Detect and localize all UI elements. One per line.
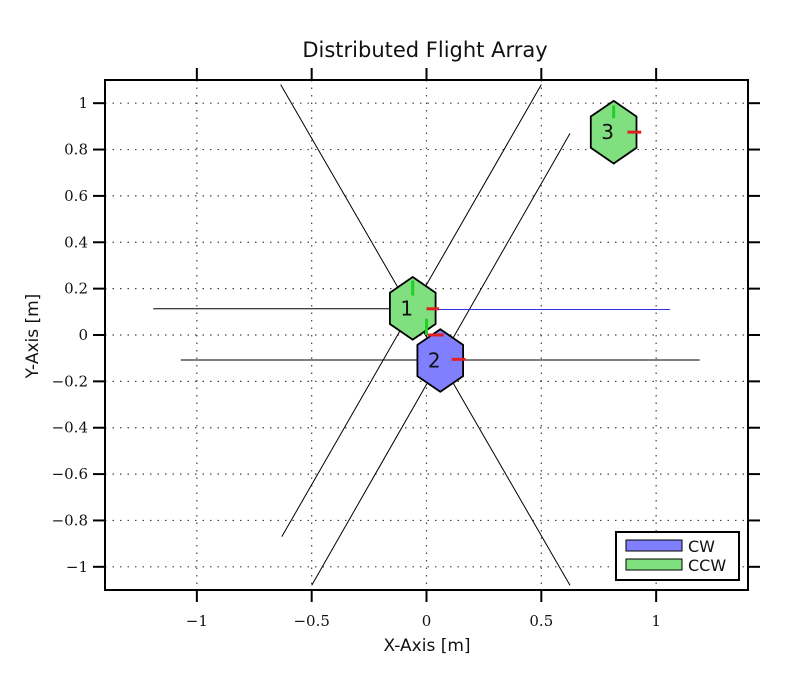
- y-tick-label: −0.8: [52, 511, 88, 529]
- module-3-label: 3: [601, 120, 614, 144]
- y-tick-label: −0.6: [52, 465, 88, 483]
- y-tick-label: 0: [78, 326, 88, 344]
- x-tick-labels: −1 −0.5 0 0.5 1: [186, 612, 661, 630]
- module-2-label: 2: [428, 349, 441, 373]
- legend-swatch: [625, 539, 683, 552]
- y-tick-label: 0.4: [64, 233, 88, 251]
- y-tick-label: 0.8: [64, 141, 88, 159]
- module-1-hexagon: [388, 275, 437, 341]
- legend-label: CCW: [688, 556, 726, 575]
- x-axis-label: X-Axis [m]: [383, 636, 470, 656]
- module-3-hexagon: [589, 99, 638, 165]
- x-tick-label: 1: [651, 612, 661, 630]
- y-tick-label: 0.2: [64, 280, 88, 298]
- direction-markers: [411, 105, 642, 361]
- y-tick-label: 1: [78, 94, 88, 112]
- legend-swatch: [625, 558, 683, 571]
- legend-label: CW: [688, 537, 715, 556]
- modules: 1 2 3: [388, 99, 638, 393]
- y-tick-labels: 1 0.8 0.6 0.4 0.2 0 −0.2 −0.4 −0.6 −0.8 −1: [52, 94, 88, 576]
- x-tick-label: 0: [422, 612, 432, 630]
- x-tick-label: −1: [186, 612, 208, 630]
- x-tick-label: 0.5: [529, 612, 553, 630]
- y-tick-label: −1: [66, 558, 88, 576]
- x-tick-label: −0.5: [293, 612, 329, 630]
- chart-title: Distributed Flight Array: [302, 38, 547, 62]
- y-tick-label: −0.2: [52, 372, 88, 390]
- module-2-hexagon: [416, 328, 465, 393]
- module-1-label: 1: [400, 296, 413, 320]
- y-axis-label: Y-Axis [m]: [23, 294, 43, 380]
- y-tick-label: −0.4: [52, 419, 88, 437]
- axis-ticks: [93, 68, 760, 602]
- y-tick-label: 0.6: [64, 187, 88, 205]
